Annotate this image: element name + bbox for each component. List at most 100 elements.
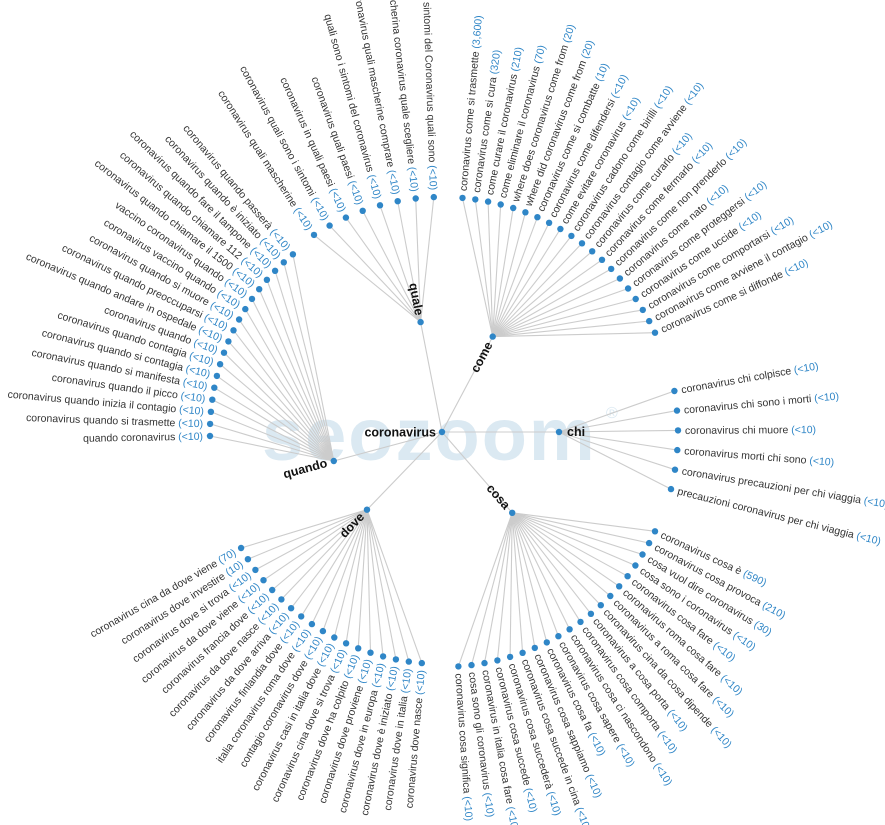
leaf-node-chi[interactable] xyxy=(671,466,679,473)
branch-node-quale[interactable] xyxy=(417,318,424,326)
leaf-node-quale[interactable] xyxy=(376,202,384,209)
leaf-node-cosa[interactable] xyxy=(651,528,659,535)
leaf-node-quando[interactable] xyxy=(206,432,214,440)
leaf-node-dove[interactable] xyxy=(269,586,276,594)
leaf-node-quando[interactable] xyxy=(220,349,228,356)
branch-node-cosa[interactable] xyxy=(509,509,516,516)
leaf-node-come[interactable] xyxy=(616,275,624,282)
leaf-node-cosa[interactable] xyxy=(607,592,614,600)
leaf-label-chi[interactable]: coronavirus chi colpisce (<10) xyxy=(680,360,819,396)
leaf-node-quando[interactable] xyxy=(211,384,218,391)
leaf-node-come[interactable] xyxy=(472,196,479,203)
leaf-node-cosa[interactable] xyxy=(531,644,538,652)
leaf-node-cosa[interactable] xyxy=(481,659,488,667)
leaf-node-cosa[interactable] xyxy=(587,610,595,617)
leaf-node-come[interactable] xyxy=(459,194,466,202)
leaf-node-cosa[interactable] xyxy=(519,649,526,656)
leaf-node-dove[interactable] xyxy=(278,596,285,603)
leaf-node-quando[interactable] xyxy=(271,267,279,274)
leaf-node-dove[interactable] xyxy=(244,556,252,563)
leaf-node-cosa[interactable] xyxy=(632,562,639,569)
leaf-node-cosa[interactable] xyxy=(543,639,550,646)
leaf-node-dove[interactable] xyxy=(252,566,259,574)
leaf-node-chi[interactable] xyxy=(674,446,681,454)
leaf-node-come[interactable] xyxy=(568,232,575,240)
leaf-node-quando[interactable] xyxy=(216,361,224,368)
leaf-node-come[interactable] xyxy=(632,295,639,303)
leaf-node-dove[interactable] xyxy=(331,634,338,641)
leaf-node-cosa[interactable] xyxy=(555,633,562,640)
leaf-node-cosa[interactable] xyxy=(566,626,573,633)
leaf-node-dove[interactable] xyxy=(342,640,350,647)
leaf-label-chi[interactable]: coronavirus chi muore (<10) xyxy=(685,424,816,437)
leaf-label-chi[interactable]: coronavirus morti chi sono (<10) xyxy=(684,445,835,468)
leaf-node-come[interactable] xyxy=(497,201,504,208)
leaf-node-cosa[interactable] xyxy=(645,539,653,547)
branch-node-come[interactable] xyxy=(489,333,496,340)
leaf-node-quando[interactable] xyxy=(230,327,237,334)
leaf-node-quando[interactable] xyxy=(242,305,249,313)
leaf-node-chi[interactable] xyxy=(671,387,678,395)
leaf-node-come[interactable] xyxy=(608,265,615,273)
leaf-node-cosa[interactable] xyxy=(597,602,604,609)
leaf-node-cosa[interactable] xyxy=(616,583,623,590)
leaf-node-dove[interactable] xyxy=(308,620,316,628)
leaf-node-dove[interactable] xyxy=(392,656,400,663)
leaf-node-chi[interactable] xyxy=(673,407,681,414)
leaf-node-quando[interactable] xyxy=(225,338,232,345)
leaf-node-dove[interactable] xyxy=(379,653,387,660)
leaf-node-cosa[interactable] xyxy=(639,551,646,558)
root-node[interactable] xyxy=(438,428,446,436)
leaf-node-quando[interactable] xyxy=(280,259,287,266)
leaf-label-quale[interactable]: i sintomi del Coronavirus quali sono (<1… xyxy=(420,0,439,190)
leaf-label-quando[interactable]: quando coronavirus (<10) xyxy=(83,431,203,445)
leaf-node-come[interactable] xyxy=(545,219,553,226)
leaf-node-come[interactable] xyxy=(484,198,492,205)
branch-node-quando[interactable] xyxy=(330,457,337,465)
leaf-node-come[interactable] xyxy=(534,214,541,221)
leaf-node-come[interactable] xyxy=(557,225,564,233)
leaf-node-dove[interactable] xyxy=(418,659,425,667)
leaf-node-cosa[interactable] xyxy=(506,653,514,661)
leaf-node-dove[interactable] xyxy=(237,544,245,552)
leaf-node-dove[interactable] xyxy=(298,613,305,620)
leaf-node-dove[interactable] xyxy=(260,577,267,584)
leaf-node-quando[interactable] xyxy=(256,286,263,293)
leaf-node-cosa[interactable] xyxy=(494,657,501,664)
leaf-node-quale[interactable] xyxy=(394,198,401,205)
leaf-node-quando[interactable] xyxy=(213,372,221,380)
leaf-node-cosa[interactable] xyxy=(468,661,475,669)
leaf-label-quando[interactable]: coronavirus quando si trasmette (<10) xyxy=(26,412,203,430)
leaf-node-dove[interactable] xyxy=(287,605,295,612)
leaf-node-quale[interactable] xyxy=(430,193,437,201)
leaf-node-quando[interactable] xyxy=(235,316,243,323)
leaf-node-quale[interactable] xyxy=(310,231,318,239)
leaf-node-quando[interactable] xyxy=(263,276,271,283)
leaf-node-come[interactable] xyxy=(646,317,653,325)
leaf-node-come[interactable] xyxy=(589,248,596,255)
branch-node-dove[interactable] xyxy=(363,506,371,513)
leaf-node-come[interactable] xyxy=(651,329,659,336)
leaf-node-cosa[interactable] xyxy=(455,663,462,670)
leaf-node-come[interactable] xyxy=(598,256,606,263)
leaf-node-dove[interactable] xyxy=(355,645,362,652)
leaf-node-come[interactable] xyxy=(624,285,632,292)
leaf-node-quale[interactable] xyxy=(326,222,333,229)
leaf-node-quando[interactable] xyxy=(289,251,297,258)
leaf-label-chi[interactable]: coronavirus chi sono i morti (<10) xyxy=(683,390,839,416)
leaf-node-cosa[interactable] xyxy=(577,618,584,626)
leaf-node-come[interactable] xyxy=(578,240,586,247)
leaf-node-come[interactable] xyxy=(510,204,517,212)
leaf-node-quando[interactable] xyxy=(248,295,256,303)
leaf-node-chi[interactable] xyxy=(674,427,682,434)
leaf-node-cosa[interactable] xyxy=(624,573,631,580)
leaf-node-quando[interactable] xyxy=(207,408,215,415)
branch-node-chi[interactable] xyxy=(555,428,563,436)
leaf-node-come[interactable] xyxy=(522,209,529,216)
leaf-node-quale[interactable] xyxy=(342,214,350,221)
leaf-node-dove[interactable] xyxy=(319,627,327,635)
leaf-node-dove[interactable] xyxy=(405,658,412,665)
leaf-node-come[interactable] xyxy=(639,306,646,314)
leaf-node-chi[interactable] xyxy=(667,485,675,493)
leaf-node-quando[interactable] xyxy=(209,396,216,403)
